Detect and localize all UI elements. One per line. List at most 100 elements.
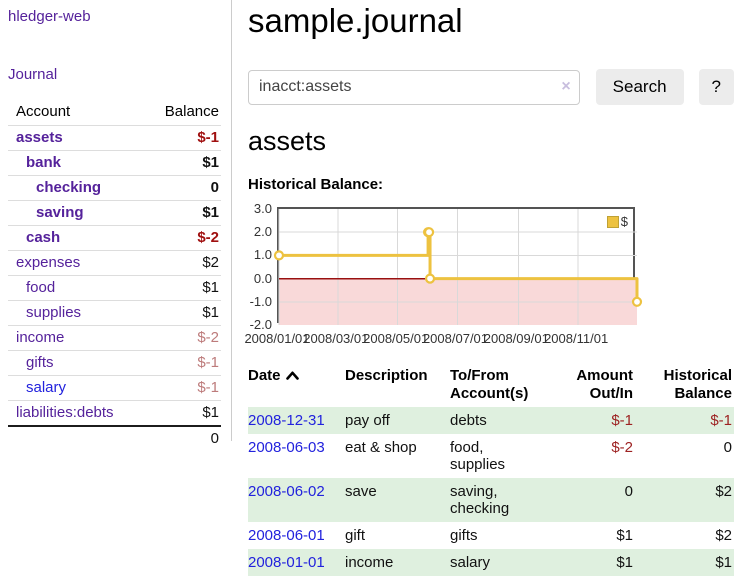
transaction-amount: 0 [548, 478, 641, 522]
register-col-accounts: To/From Account(s) [450, 367, 529, 402]
register-col-balance: Historical Balance [663, 367, 732, 402]
transaction-accounts: saving, checking [450, 478, 548, 522]
y-axis-tick-label: -1.0 [249, 293, 272, 309]
historical-balance-chart: 3.0 2.0 1.0 0.0 -1.0 -2.0 $ 2008/01/01 2008/03… [244, 201, 734, 348]
accounts-col-balance: Balance [164, 103, 219, 120]
register-table: Date Description To/From Account(s) Amou… [248, 364, 734, 576]
y-axis-tick-label: 0.0 [253, 270, 272, 286]
account-link[interactable]: gifts [26, 354, 54, 371]
accounts-total-value: 0 [146, 425, 221, 451]
transaction-amount: $-1 [548, 407, 641, 434]
transaction-balance: 0 [723, 439, 732, 456]
accounts-total-row: 0 [8, 425, 221, 451]
sidebar: hledger-web Journal Account Balance asse… [0, 0, 232, 451]
chart-legend: $ [606, 214, 628, 229]
search-box: × [248, 69, 580, 105]
page-title: sample.journal [248, 2, 463, 39]
transaction-balance: $2 [715, 527, 732, 544]
account-balance: 0 [146, 175, 221, 201]
account-row: assets $-1 [8, 125, 221, 151]
transaction-amount: $-2 [611, 439, 633, 456]
clear-search-icon[interactable]: × [561, 77, 571, 95]
account-row: saving $1 [8, 200, 221, 226]
x-axis-tick-label: 2008/01/01 [244, 331, 310, 346]
accounts-table: Account Balance assets $-1 bank $1 checking 0… [8, 99, 221, 451]
register-col-description: Description [345, 367, 428, 384]
account-row: supplies $1 [8, 300, 221, 326]
account-balance: $-1 [146, 350, 221, 376]
legend-swatch-icon [606, 215, 619, 228]
transaction-description: gift [345, 527, 366, 544]
account-balance: $-1 [146, 375, 221, 401]
transaction-date-link[interactable]: 2008-06-03 [248, 439, 325, 456]
transaction-balance: $2 [641, 478, 734, 522]
x-axis-tick-label: 2008/07/01 [422, 331, 489, 346]
search-form: × Search ? [248, 69, 734, 105]
account-link[interactable]: bank [26, 154, 62, 171]
transaction-accounts: salary [450, 549, 548, 576]
transaction-amount: $1 [548, 549, 641, 576]
help-button[interactable]: ? [698, 69, 734, 105]
transaction-date-link[interactable]: 2008-01-01 [248, 554, 325, 571]
account-heading: assets [248, 126, 327, 156]
x-axis-tick-label: 2008/11/01 [544, 331, 609, 346]
account-row: cash $-2 [8, 225, 221, 251]
transaction-description: pay off [345, 407, 450, 434]
account-link[interactable]: salary [26, 379, 67, 396]
account-link[interactable]: assets [16, 129, 63, 146]
transaction-accounts: food, supplies [450, 439, 506, 473]
account-link[interactable]: liabilities:debts [16, 404, 114, 421]
sidebar-item-journal[interactable]: Journal [8, 66, 58, 83]
transaction-accounts: gifts [450, 527, 478, 544]
transaction-date-link[interactable]: 2008-06-01 [248, 527, 325, 544]
account-link[interactable]: food [26, 279, 56, 296]
y-axis-tick-label: -2.0 [249, 317, 272, 332]
account-balance: $2 [146, 250, 221, 276]
account-link[interactable]: expenses [16, 254, 81, 271]
account-balance: $-2 [146, 325, 221, 351]
transaction-row: 2008-06-03 eat & shop food, supplies $-2 0 [248, 434, 734, 478]
main-content: sample.journal × Search ? assets Histori… [244, 0, 734, 576]
transaction-accounts: debts [450, 407, 548, 434]
chart-title: Historical Balance: [248, 176, 384, 193]
account-row: checking 0 [8, 175, 221, 201]
y-axis-tick-label: 1.0 [253, 247, 272, 263]
chart-plot-area: $ [273, 207, 643, 325]
y-axis-tick-label: 2.0 [253, 224, 272, 240]
account-row: liabilities:debts $1 [8, 400, 221, 426]
sort-ascending-icon [285, 367, 299, 385]
account-row: salary $-1 [8, 375, 221, 401]
app-title-link[interactable]: hledger-web [8, 8, 91, 25]
account-balance: $-2 [146, 225, 221, 251]
transaction-row: 2008-01-01 income salary $1 $1 [248, 549, 734, 576]
account-row: income $-2 [8, 325, 221, 351]
account-link[interactable]: checking [36, 179, 102, 196]
register-col-date[interactable]: Date [248, 364, 345, 407]
transaction-description: save [345, 478, 450, 522]
transaction-balance: $1 [641, 549, 734, 576]
search-button[interactable]: Search [595, 69, 684, 105]
x-axis-tick-label: 2008/03/01 [303, 331, 369, 346]
transaction-date-link[interactable]: 2008-06-02 [248, 483, 325, 500]
account-balance: $1 [146, 275, 221, 301]
account-balance: $1 [146, 200, 221, 226]
account-row: bank $1 [8, 150, 221, 176]
transaction-description: eat & shop [345, 439, 417, 456]
register-col-amount: Amount Out/In [576, 367, 633, 402]
account-balance: $1 [146, 400, 221, 426]
transaction-date-link[interactable]: 2008-12-31 [248, 412, 325, 429]
search-input[interactable] [248, 69, 580, 105]
legend-label: $ [620, 214, 628, 229]
transaction-row: 2008-06-01 gift gifts $1 $2 [248, 522, 734, 549]
x-axis-tick-label: 2008/09/01 [483, 331, 549, 346]
x-axis-tick-label: 2008/05/01 [363, 331, 429, 346]
account-link[interactable]: income [16, 329, 65, 346]
account-link[interactable]: cash [26, 229, 61, 246]
transaction-description: income [345, 549, 450, 576]
account-link[interactable]: saving [36, 204, 84, 221]
account-row: food $1 [8, 275, 221, 301]
accounts-col-account: Account [16, 103, 71, 120]
account-balance: $-1 [146, 125, 221, 151]
account-link[interactable]: supplies [26, 304, 82, 321]
